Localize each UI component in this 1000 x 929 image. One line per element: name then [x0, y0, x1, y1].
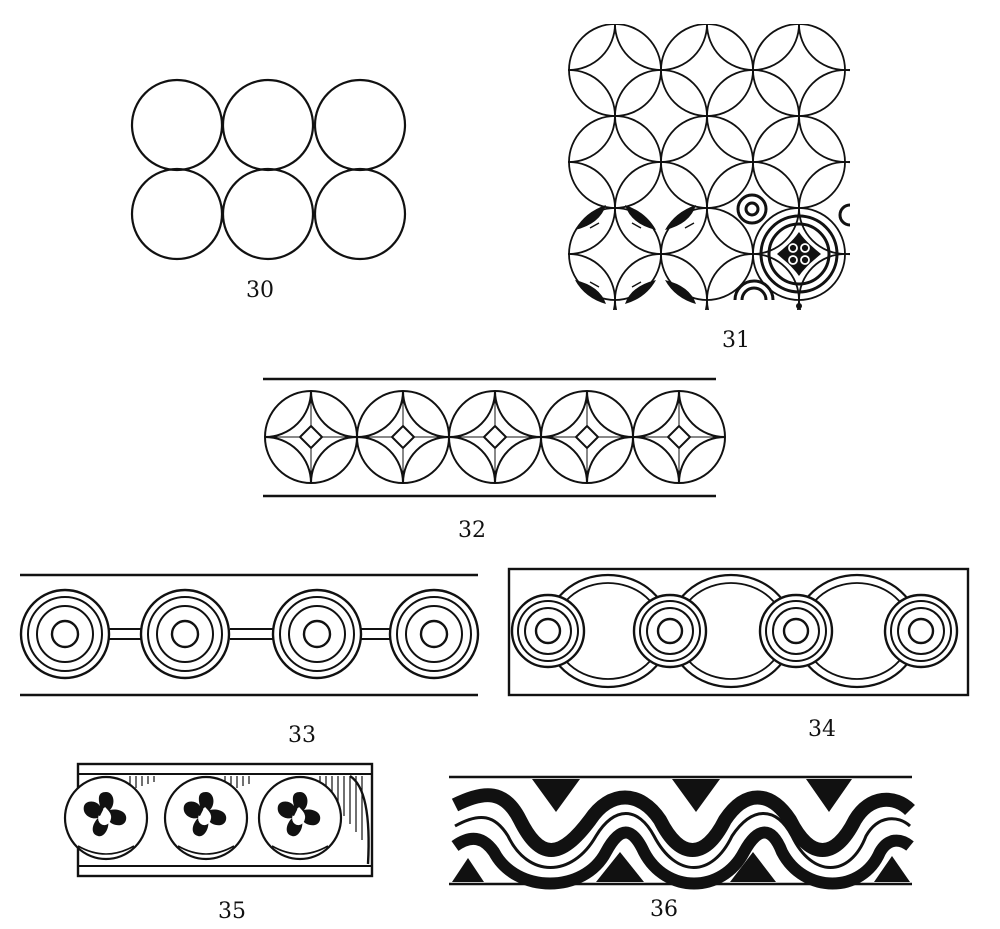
figure-30-label: 30 — [246, 278, 274, 303]
figure-35-trefoil-band — [63, 762, 374, 878]
figure-32-circle-band — [263, 377, 726, 498]
figure-36-label: 36 — [650, 897, 678, 922]
figure-32-label: 32 — [458, 518, 486, 543]
figure-31-interlaced-circles — [568, 24, 851, 310]
figure-31-label: 31 — [722, 328, 750, 353]
figure-33-ring-chain — [19, 573, 480, 697]
figure-34-label: 34 — [808, 717, 836, 742]
figure-36-wave-band — [449, 775, 915, 890]
figure-35-label: 35 — [218, 899, 246, 924]
figure-33-label: 33 — [288, 723, 316, 748]
figure-30-circle-grid — [130, 78, 407, 261]
figure-34-interlaced-rings — [507, 567, 970, 697]
